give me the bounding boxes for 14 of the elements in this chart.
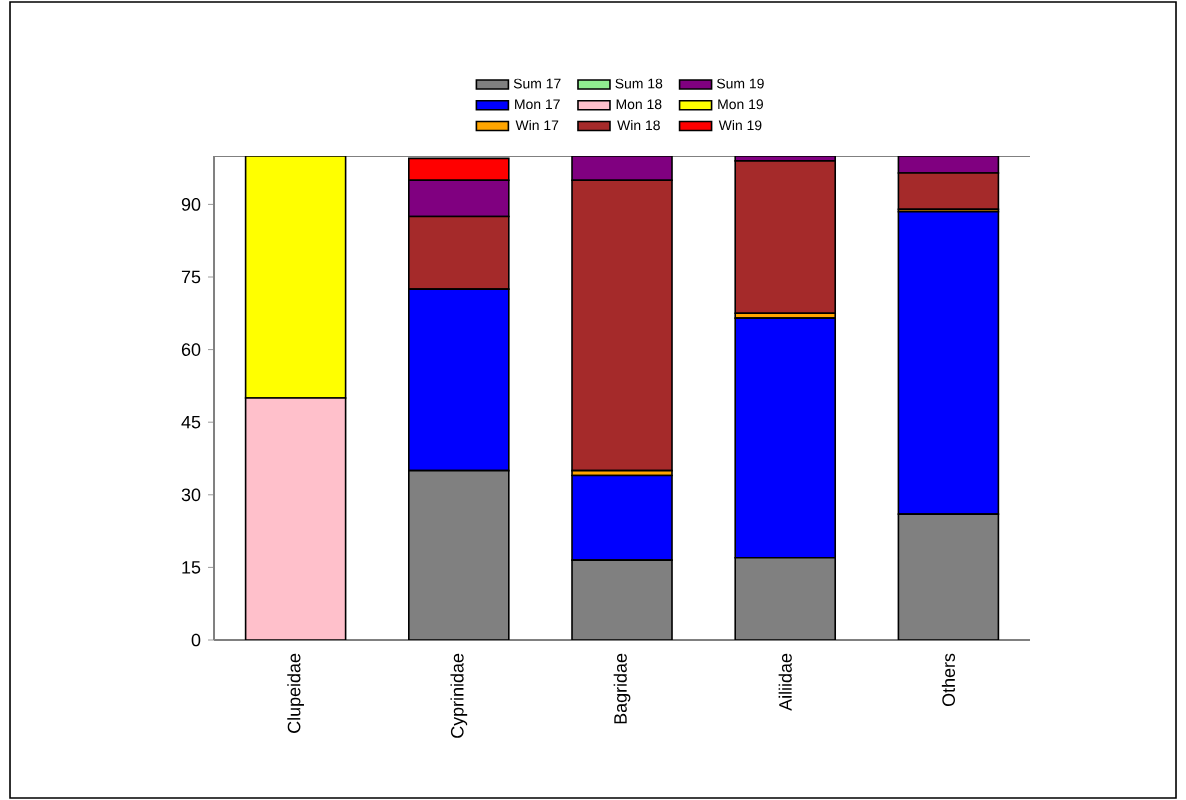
y-tick-label: 75: [181, 270, 201, 284]
y-tick-label: 90: [181, 198, 201, 211]
y-tick-label: 0: [191, 633, 201, 647]
y-tick-label: 45: [181, 415, 201, 429]
bar: [408, 179, 510, 218]
x-tick-label: Clupeidae: [287, 653, 304, 733]
y-tick-label: 30: [181, 488, 201, 502]
y-tick-label: 60: [181, 343, 201, 356]
x-tick-label: Others: [941, 653, 956, 707]
x-tick-label: Cyprinidae: [450, 653, 468, 738]
x-tick-label: Bagridae: [613, 653, 631, 724]
y-tick-label: 15: [182, 561, 201, 574]
x-tick-label: Ailiidae: [778, 653, 792, 711]
bar: [571, 474, 673, 561]
